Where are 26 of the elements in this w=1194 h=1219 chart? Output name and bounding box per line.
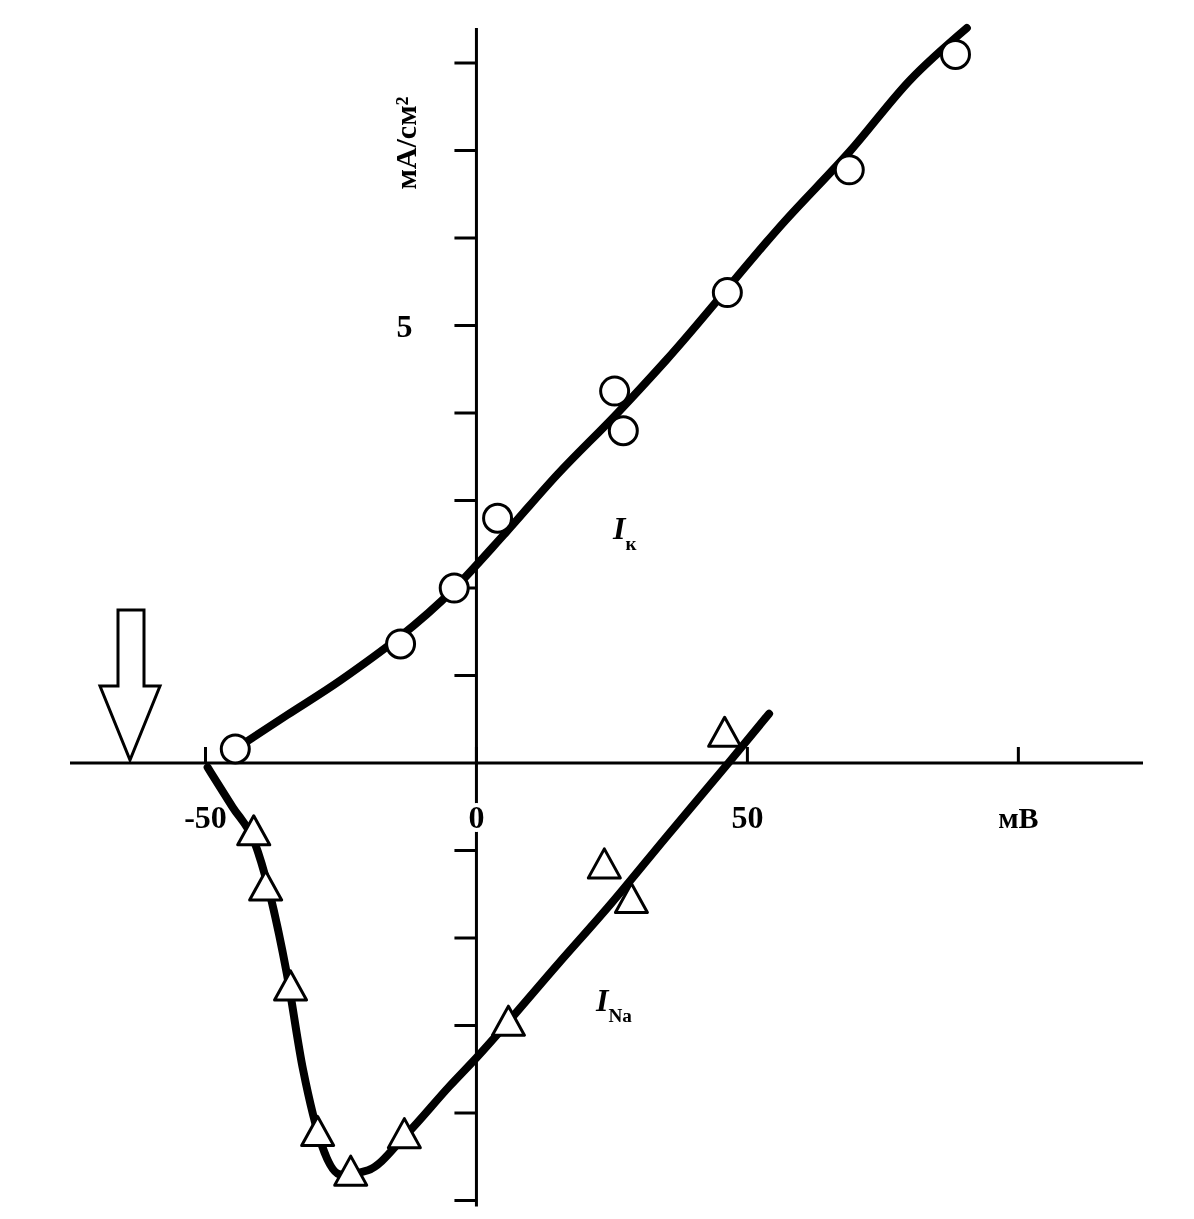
point bbox=[385, 628, 417, 660]
point bbox=[273, 969, 309, 1002]
point bbox=[438, 572, 470, 604]
point bbox=[599, 375, 631, 407]
point bbox=[482, 502, 514, 534]
annotation: I$_{к}$ bbox=[612, 510, 638, 554]
point bbox=[833, 154, 865, 186]
point bbox=[940, 38, 971, 70]
point bbox=[711, 277, 743, 309]
annotation: I$_{Na}$ bbox=[595, 982, 633, 1026]
point bbox=[248, 869, 284, 902]
x-tick-label: 50 bbox=[731, 799, 764, 835]
point bbox=[333, 1154, 369, 1187]
x-axis-title: мВ bbox=[998, 801, 1039, 834]
point bbox=[707, 715, 743, 748]
point bbox=[586, 847, 622, 880]
annotation: 5 bbox=[396, 307, 413, 344]
point bbox=[300, 1114, 336, 1147]
point bbox=[219, 733, 251, 765]
point bbox=[236, 814, 272, 847]
point bbox=[386, 1117, 422, 1150]
point bbox=[613, 881, 649, 914]
point bbox=[607, 415, 639, 447]
y-axis-title: мА/см² bbox=[389, 96, 423, 190]
point bbox=[490, 1004, 526, 1037]
x-tick-label: -50 bbox=[184, 799, 227, 835]
